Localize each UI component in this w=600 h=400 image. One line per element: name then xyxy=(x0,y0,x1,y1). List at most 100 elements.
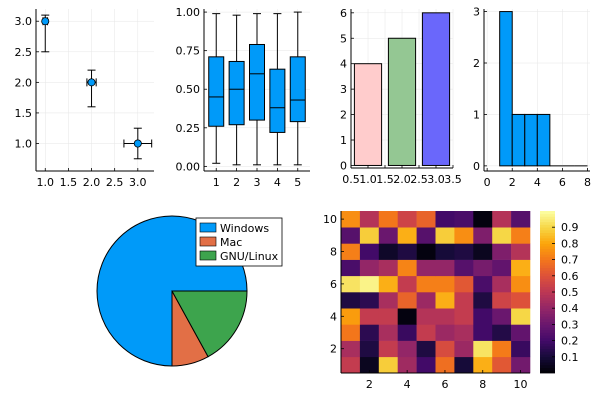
colorbar-segment xyxy=(540,324,555,328)
heatmap-cell xyxy=(511,340,531,358)
x-tick-label: 6 xyxy=(441,378,448,391)
y-tick-label: 0.75 xyxy=(176,45,201,58)
heatmap-cell xyxy=(397,292,417,309)
y-tick-label: 2.0 xyxy=(15,76,33,89)
colorbar-segment xyxy=(540,292,555,296)
x-tick-label: 2.0 xyxy=(83,176,101,189)
heatmap-cell xyxy=(435,356,455,374)
heatmap-cell xyxy=(492,275,512,293)
colorbar-segment xyxy=(540,351,555,355)
y-tick-label: 6 xyxy=(330,278,337,291)
heatmap-cell xyxy=(359,227,380,244)
colorbar-tick-label: 0.5 xyxy=(561,286,579,299)
errorbar-scatter-plot: 1.0 1.5 2.0 2.5 3.0 1.0 1.5 2.0 2.5 3.0 xyxy=(15,9,154,189)
x-tick-label: 2.5 xyxy=(106,176,124,189)
heatmap-cell xyxy=(378,292,398,309)
heatmap-cell xyxy=(397,308,417,325)
heatmap-cell xyxy=(341,259,361,277)
x-tick-label: 1.0 xyxy=(37,176,55,189)
colorbar-segment xyxy=(540,221,555,225)
histogram-bin xyxy=(536,113,551,167)
x-tick-label: 2 xyxy=(366,378,373,391)
heatmap-cell xyxy=(511,227,531,244)
heatmap-cell xyxy=(435,340,455,358)
colorbar-segment xyxy=(540,310,555,314)
heatmap-cell xyxy=(492,340,512,358)
y-tick-label: 3 xyxy=(473,6,480,19)
heatmap-cell xyxy=(473,259,493,277)
colorbar-tick-label: 0.2 xyxy=(561,335,579,348)
heatmap-cell xyxy=(378,324,398,341)
box-plot: 1 2 3 4 5 0.00 0.25 0.50 0.75 1.00 xyxy=(176,6,310,189)
x-tick-label: 5 xyxy=(294,176,301,189)
x-tick-label: 1.5 xyxy=(376,173,394,186)
heatmap-cell xyxy=(454,292,474,309)
data-point xyxy=(87,78,96,87)
heatmap-cell xyxy=(359,292,380,309)
colorbar-segment xyxy=(540,286,555,290)
y-tick-label: 1.5 xyxy=(15,107,33,120)
heatmap-cell xyxy=(473,292,493,309)
colorbar-segment xyxy=(540,370,555,374)
heatmap-cell xyxy=(341,211,361,228)
heatmap-cell xyxy=(341,275,361,293)
heatmap-cell xyxy=(511,259,531,277)
colorbar-segment xyxy=(540,265,555,269)
heatmap-cell xyxy=(416,292,436,309)
heatmap-cell xyxy=(435,308,455,325)
colorbar-segment xyxy=(540,335,555,339)
colorbar-tick-label: 0.1 xyxy=(561,351,579,364)
heatmap-cell xyxy=(492,227,512,244)
heatmap-cell xyxy=(397,211,417,228)
colorbar-segment xyxy=(540,346,555,350)
legend-label: Windows xyxy=(220,222,269,235)
colorbar-segment xyxy=(540,329,555,333)
bar xyxy=(353,63,383,166)
colorbar-segment xyxy=(540,270,555,274)
heatmap-cell xyxy=(341,324,361,341)
legend-label: GNU/Linux xyxy=(220,250,279,263)
colorbar-tick-label: 0.4 xyxy=(561,302,579,315)
colorbar-segment xyxy=(540,275,555,279)
colorbar-segment xyxy=(540,294,555,298)
colorbar-segment xyxy=(540,348,555,352)
colorbar-segment xyxy=(540,362,555,366)
y-tick-label: 0 xyxy=(340,159,347,172)
heatmap-cell xyxy=(511,324,531,341)
colorbar-segment xyxy=(540,213,555,217)
heatmap-cell xyxy=(416,308,436,325)
heatmap-cell xyxy=(397,243,417,260)
histogram-bin xyxy=(524,113,538,167)
y-tick-label: 6 xyxy=(340,7,347,20)
colorbar-segment xyxy=(540,354,555,358)
x-tick-label: 1 xyxy=(213,176,220,189)
x-tick-label: 2 xyxy=(233,176,240,189)
heatmap-cell xyxy=(341,227,361,244)
colorbar-segment xyxy=(540,224,555,228)
colorbar-tick-label: 0.8 xyxy=(561,237,579,250)
heatmap-cell xyxy=(378,211,398,228)
y-tick-label: 8 xyxy=(330,246,337,259)
colorbar-segment xyxy=(540,243,555,247)
colorbar-segment xyxy=(540,262,555,266)
heatmap-cell xyxy=(511,292,531,309)
colorbar-segment xyxy=(540,227,555,231)
x-tick-label: 0 xyxy=(484,176,491,189)
heatmap-cell xyxy=(378,275,398,293)
colorbar-segment xyxy=(540,248,555,252)
heatmap-cell xyxy=(473,324,493,341)
colorbar-segment xyxy=(540,302,555,306)
heatmap-cell xyxy=(454,308,474,325)
y-tick-label: 4 xyxy=(340,58,347,71)
heatmap-cell xyxy=(397,356,417,374)
heatmap-cell xyxy=(511,243,531,260)
heatmap-cell xyxy=(511,275,531,293)
x-tick-label: 1.5 xyxy=(60,176,78,189)
heatmap-cell xyxy=(359,275,380,293)
heatmap-cell xyxy=(397,324,417,341)
colorbar-segment xyxy=(540,246,555,250)
y-tick-label: 1 xyxy=(473,108,480,121)
heatmap-cell xyxy=(359,211,380,228)
